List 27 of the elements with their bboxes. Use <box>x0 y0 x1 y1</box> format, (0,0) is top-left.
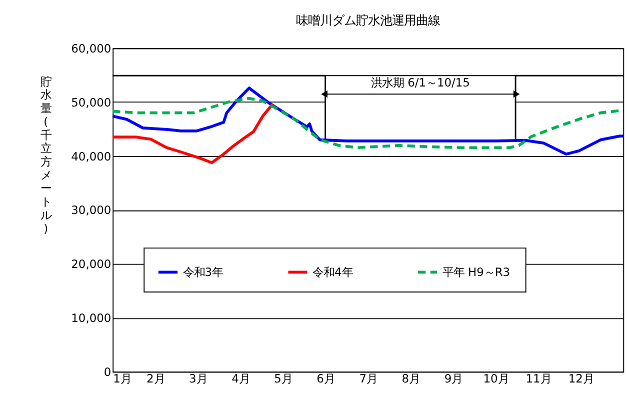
x-tick-label: 1月 <box>113 372 132 386</box>
legend-label: 令和4年 <box>312 264 353 279</box>
x-tick-label: 3月 <box>189 372 208 386</box>
y-tick-label: 30,000 <box>71 203 112 218</box>
x-tick-label: 9月 <box>444 372 463 386</box>
chart-title: 味噌川ダム貯水池運用曲線 <box>296 12 440 28</box>
x-tick-label: 7月 <box>359 372 378 386</box>
x-tick-label: 12月 <box>568 372 594 386</box>
band-label: 洪水期 6/1～10/15 <box>370 75 470 90</box>
x-tick-label: 4月 <box>232 372 250 386</box>
y-tick-label: 20,000 <box>71 257 112 272</box>
x-tick-label: 2月 <box>146 372 165 386</box>
y-tick-label: 0 <box>104 364 112 379</box>
x-tick-label: 8月 <box>402 372 420 386</box>
line-series <box>111 102 274 164</box>
line-series <box>111 86 625 156</box>
x-tick-label: 10月 <box>483 372 509 386</box>
y-tick-label: 10,000 <box>71 311 112 326</box>
x-tick-label: 6月 <box>316 372 335 386</box>
y-tick-label: 40,000 <box>71 149 112 164</box>
text: 貯水量(千立方メートル) <box>40 74 52 236</box>
legend-label: 令和3年 <box>182 264 224 279</box>
x-tick-label: 11月 <box>526 372 552 386</box>
y-tick-label: 60,000 <box>71 41 112 56</box>
legend-label: 平年 H9～R3 <box>442 264 510 279</box>
x-tick-label: 5月 <box>274 372 292 386</box>
y-tick-label: 50,000 <box>71 95 112 110</box>
